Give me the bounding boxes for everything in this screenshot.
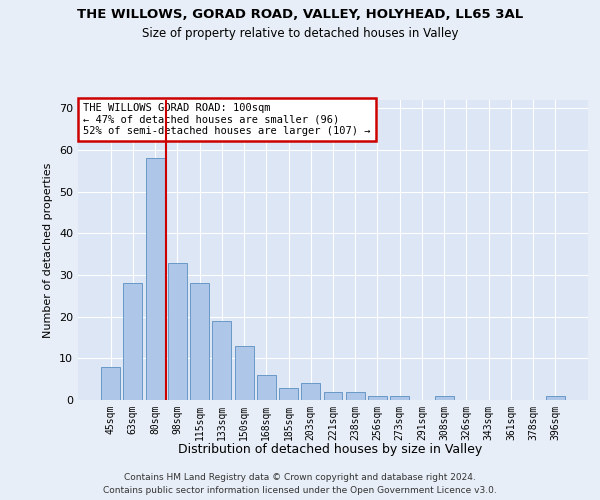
- Bar: [212, 321, 231, 400]
- Bar: [346, 392, 365, 400]
- Bar: [146, 158, 164, 400]
- Bar: [390, 396, 409, 400]
- Bar: [435, 396, 454, 400]
- Bar: [301, 384, 320, 400]
- Y-axis label: Number of detached properties: Number of detached properties: [43, 162, 53, 338]
- Bar: [368, 396, 387, 400]
- Bar: [168, 262, 187, 400]
- Bar: [124, 284, 142, 400]
- Text: THE WILLOWS, GORAD ROAD, VALLEY, HOLYHEAD, LL65 3AL: THE WILLOWS, GORAD ROAD, VALLEY, HOLYHEA…: [77, 8, 523, 20]
- Text: THE WILLOWS GORAD ROAD: 100sqm
← 47% of detached houses are smaller (96)
52% of : THE WILLOWS GORAD ROAD: 100sqm ← 47% of …: [83, 103, 371, 136]
- Bar: [546, 396, 565, 400]
- Text: Size of property relative to detached houses in Valley: Size of property relative to detached ho…: [142, 28, 458, 40]
- Bar: [279, 388, 298, 400]
- Bar: [257, 375, 276, 400]
- Bar: [101, 366, 120, 400]
- Bar: [323, 392, 343, 400]
- Text: Distribution of detached houses by size in Valley: Distribution of detached houses by size …: [178, 442, 482, 456]
- Text: Contains HM Land Registry data © Crown copyright and database right 2024.: Contains HM Land Registry data © Crown c…: [124, 472, 476, 482]
- Bar: [190, 284, 209, 400]
- Bar: [235, 346, 254, 400]
- Text: Contains public sector information licensed under the Open Government Licence v3: Contains public sector information licen…: [103, 486, 497, 495]
